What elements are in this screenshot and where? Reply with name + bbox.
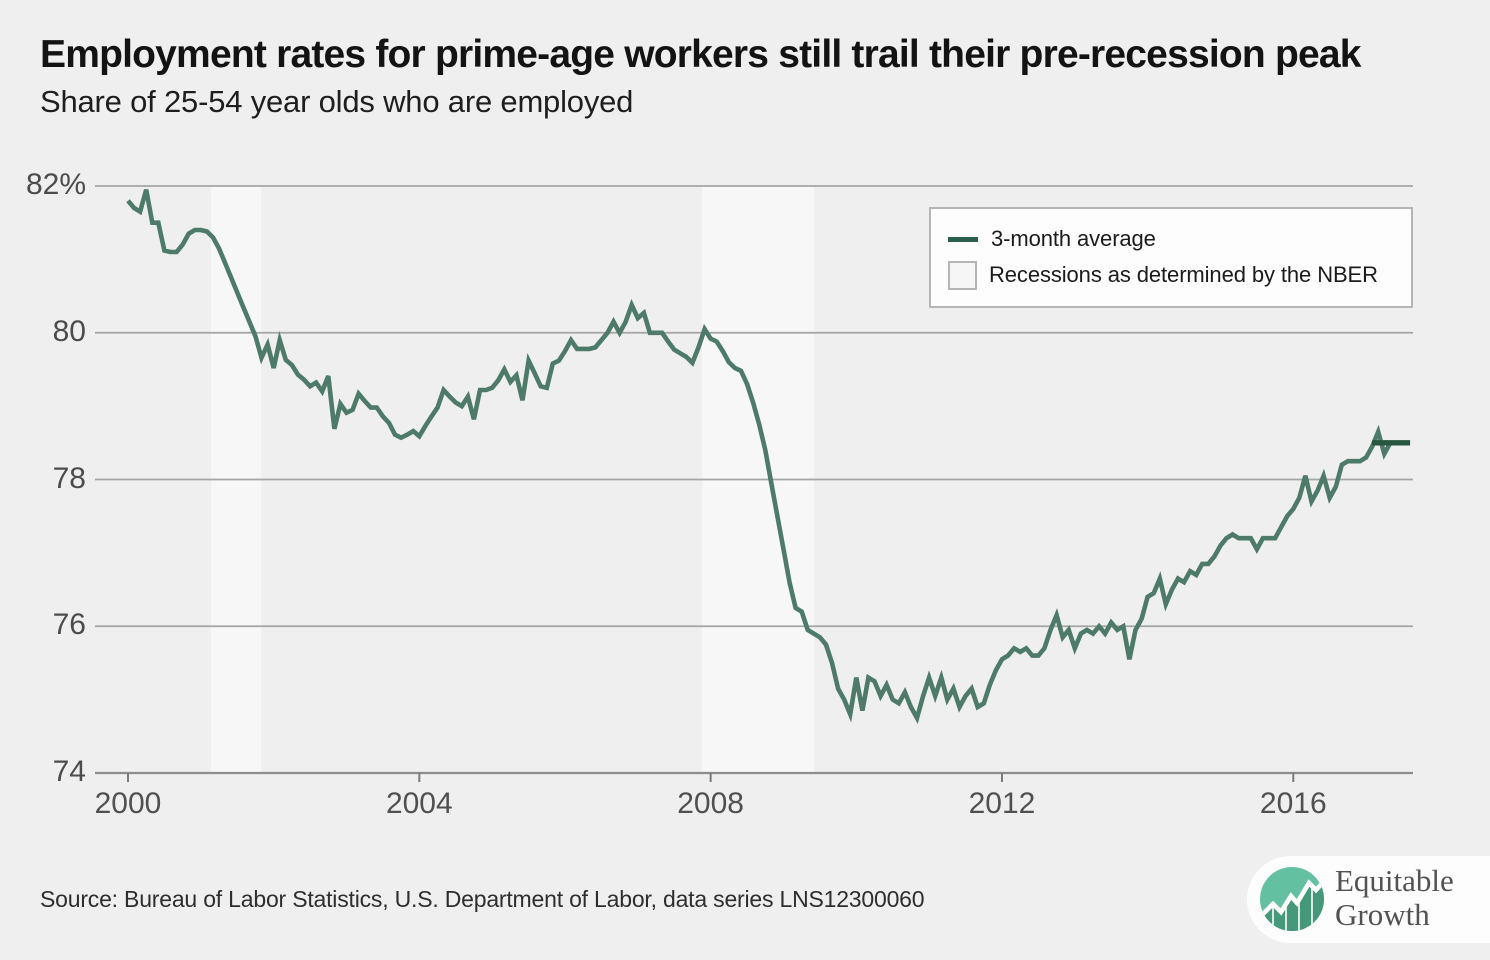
y-axis-tick-label: 76	[52, 608, 86, 642]
y-axis-tick-label: 74	[52, 755, 86, 788]
x-axis-tick-label: 2016	[1259, 787, 1327, 820]
x-axis-tick-label: 2008	[677, 787, 744, 820]
equitable-growth-logo: Equitable Growth	[1247, 856, 1490, 943]
logo-word-growth: Growth	[1335, 897, 1430, 932]
legend-label-line: 3-month average	[991, 226, 1156, 251]
y-axis-tick-label: 78	[52, 461, 86, 495]
legend-item-line: 3-month average	[948, 222, 1411, 256]
legend-label-recession: Recessions as determined by the NBER	[989, 262, 1378, 287]
x-axis-tick-label: 2004	[385, 787, 453, 820]
logo-circle-icon	[1260, 867, 1324, 931]
y-axis-tick-label: 80	[52, 314, 86, 348]
logo-word-equitable: Equitable	[1335, 863, 1454, 898]
y-axis-tick-label: 82%	[25, 168, 86, 201]
logo-wordmark: Equitable Growth	[1335, 864, 1454, 932]
source-note: Source: Bureau of Labor Statistics, U.S.…	[40, 886, 925, 912]
chart-title: Employment rates for prime-age workers s…	[40, 33, 1361, 76]
data-line	[126, 189, 1409, 725]
x-axis-tick-label: 2000	[94, 787, 162, 820]
legend-item-recession: Recessions as determined by the NBER	[948, 258, 1411, 292]
legend: 3-month average Recessions as determined…	[929, 207, 1413, 308]
recession-swatch-icon	[948, 260, 977, 290]
line-swatch-icon	[948, 236, 978, 242]
chart-subtitle: Share of 25-54 year olds who are employe…	[40, 84, 634, 119]
x-axis-tick-label: 2012	[968, 787, 1036, 820]
